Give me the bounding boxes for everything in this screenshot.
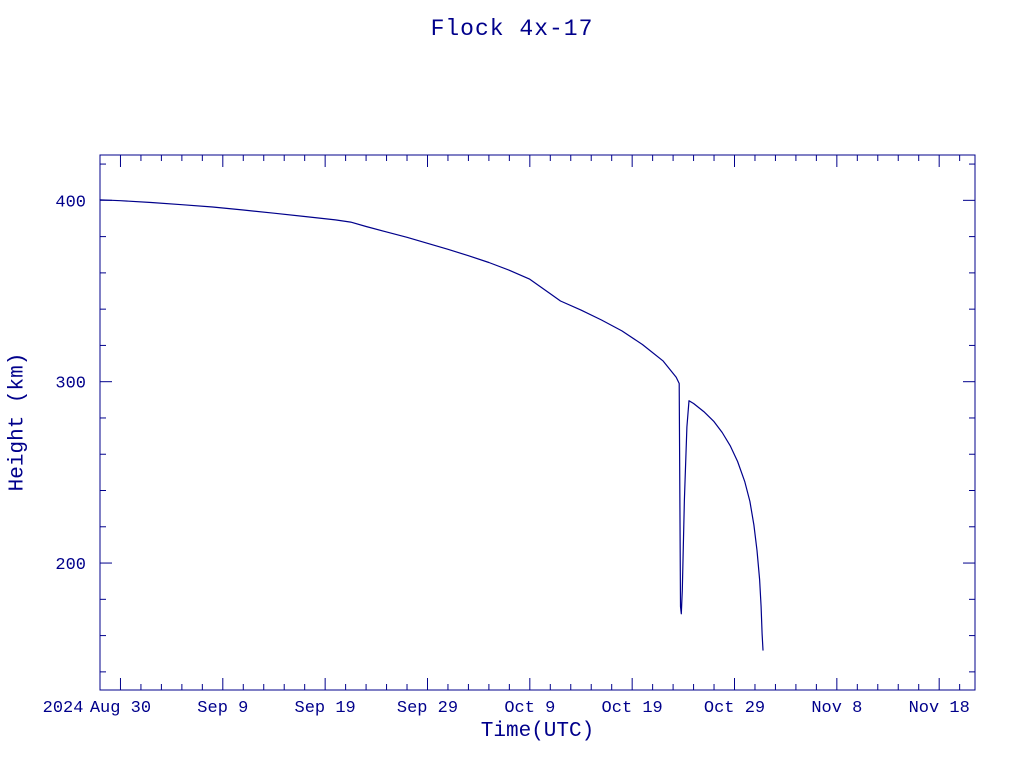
x-tick-label: Sep 9 [197, 699, 248, 718]
x-tick-label: Oct 19 [602, 699, 663, 718]
y-tick-label: 400 [55, 193, 86, 212]
chart-title: Flock 4x-17 [430, 16, 594, 42]
y-tick-label: 200 [55, 556, 86, 575]
x-tick-label: Sep 19 [295, 699, 356, 718]
x-tick-label: Oct 29 [704, 699, 765, 718]
x-axis-label: Time(UTC) [480, 720, 595, 743]
x-tick-label: Nov 18 [909, 699, 970, 718]
x-tick-label: Nov 8 [811, 699, 862, 718]
x-tick-label: Aug 30 [90, 699, 151, 718]
decay-curve [99, 199, 764, 651]
x-tick-label: Sep 29 [397, 699, 458, 718]
plot-border [99, 154, 976, 691]
x-tick-label: Oct 9 [504, 699, 555, 718]
y-tick-label: 300 [55, 375, 86, 394]
x-axis-year-label: 2024 [43, 699, 84, 718]
